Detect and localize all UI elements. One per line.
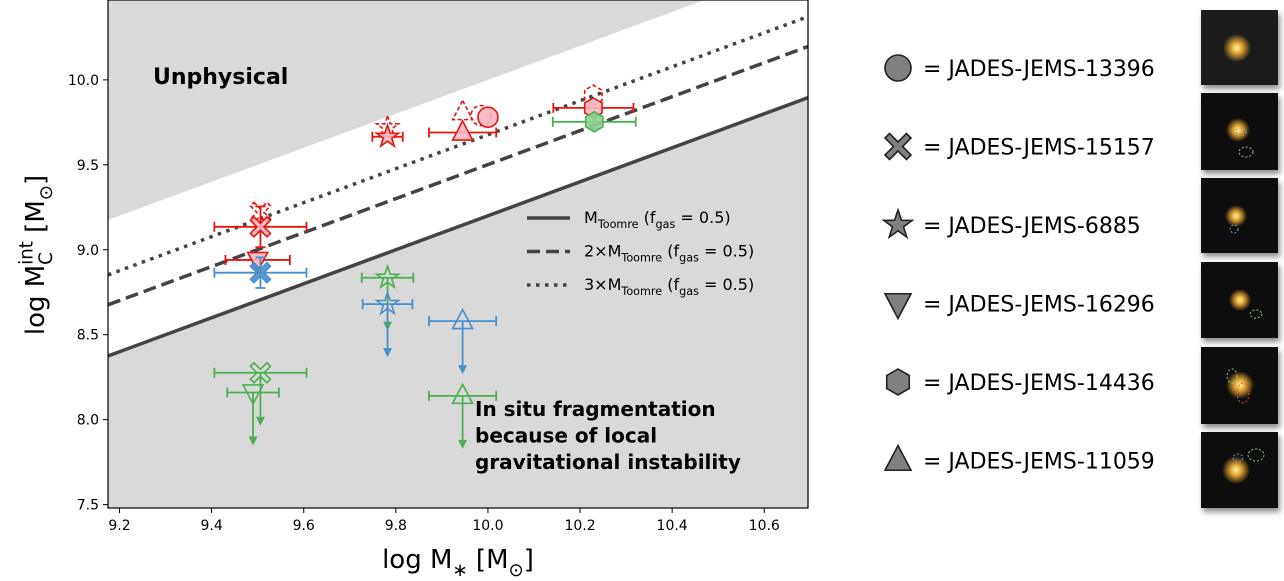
unphysical-label: Unphysical	[153, 65, 288, 90]
legend-marker	[883, 443, 913, 472]
legend-label: 3×MToomre (fgas = 0.5)	[584, 275, 754, 298]
x-tick-label: 10.6	[749, 518, 780, 534]
model-line	[108, 96, 808, 358]
x-axis-label-part: log M	[382, 545, 452, 575]
legend-label-part: (f	[639, 208, 656, 227]
upper-limit-head	[458, 365, 468, 375]
legend-label: = JADES-JEMS-13396	[923, 57, 1155, 82]
y-axis-label-part: [M	[21, 200, 51, 241]
data-point	[249, 261, 272, 284]
y-tick-label: 10.0	[68, 73, 99, 89]
data-point	[374, 263, 401, 290]
y-axis-label: log MCint [M⊙]	[16, 175, 57, 335]
data-point	[374, 122, 401, 149]
x-tick-label: 9.8	[385, 518, 407, 534]
legend-label-part: gas	[679, 285, 699, 298]
legend-label-part: Toomre	[620, 285, 662, 298]
legend-label-part: gas	[656, 218, 676, 231]
data-point	[584, 110, 604, 133]
y-tick-label: 9.0	[77, 243, 99, 259]
plot-area	[108, 0, 808, 508]
upper-limit-head	[248, 436, 258, 446]
y-axis-label-part: C	[36, 252, 57, 265]
legend-label-part: 2×M	[584, 242, 621, 261]
legend-label: = JADES-JEMS-14436	[923, 371, 1155, 396]
legend-label-part: (f	[662, 242, 679, 261]
x-tick-label: 10.4	[657, 518, 688, 534]
data-point	[249, 215, 272, 238]
x-tick-label: 9.2	[108, 518, 130, 534]
x-tick-label: 10.0	[472, 518, 503, 534]
x-tick-label: 10.2	[564, 518, 595, 534]
legend-label-part: Toomre	[620, 251, 662, 264]
legend-marker	[883, 292, 913, 321]
fragmentation-label: gravitational instability	[475, 450, 741, 474]
legend-label-part: = 0.5)	[675, 208, 730, 227]
legend-label-part: (f	[662, 275, 679, 294]
y-tick-label: 8.0	[77, 413, 99, 429]
data-point	[451, 119, 474, 141]
model-line	[108, 15, 808, 277]
y-tick-label: 8.5	[77, 328, 99, 344]
x-axis-label-part: ∗	[452, 560, 467, 581]
legend-label-part: = 0.5)	[699, 242, 754, 261]
fragmentation-label: because of local	[475, 424, 657, 448]
x-axis-label: log M∗ [M⊙]	[382, 545, 534, 581]
data-point	[451, 307, 474, 330]
x-tick-label: 9.6	[293, 518, 315, 534]
fragmentation-label: In situ fragmentation	[475, 397, 716, 421]
legend-label: MToomre (fgas = 0.5)	[584, 208, 731, 231]
data-points	[213, 84, 637, 449]
unphysical-region	[108, 0, 705, 221]
legend-marker	[881, 207, 915, 240]
data-point	[241, 384, 265, 406]
upper-limit-head	[458, 439, 468, 449]
legend-marker	[884, 54, 912, 82]
upper-limit-head	[383, 348, 393, 358]
x-tick-label: 9.4	[200, 518, 222, 534]
plot-frame	[107, 0, 809, 509]
y-tick-label: 9.5	[77, 158, 99, 174]
thumbnails	[1201, 10, 1278, 508]
y-axis-label-part: ⊙	[36, 185, 57, 200]
data-point	[451, 98, 474, 121]
legend-label: = JADES-JEMS-16296	[923, 293, 1155, 318]
x-axis-label-part: ⊙	[509, 560, 524, 581]
y-tick-label: 7.5	[77, 498, 99, 514]
legend-label-part: Toomre	[597, 218, 639, 231]
legend-label-part: M	[584, 208, 598, 227]
y-axis-label-part: int	[16, 241, 37, 265]
instability-region	[108, 97, 808, 508]
legend-marker	[885, 368, 911, 396]
data-point	[451, 382, 474, 405]
x-axis-label-part: [M	[468, 545, 509, 575]
legend-label-part: 3×M	[584, 275, 621, 294]
upper-limit-head	[255, 416, 265, 426]
data-point	[374, 290, 401, 316]
y-axis-label-part: log M	[21, 265, 51, 335]
data-point	[477, 106, 499, 129]
legend-label: = JADES-JEMS-15157	[923, 136, 1155, 161]
x-axis-label-part: ]	[524, 545, 534, 575]
legend-label: = JADES-JEMS-11059	[923, 450, 1155, 475]
data-point	[249, 361, 272, 384]
legend-label-part: = 0.5)	[699, 275, 754, 294]
legend-label: = JADES-JEMS-6885	[923, 214, 1141, 239]
y-axis-label-part: ]	[21, 175, 51, 185]
legend-label-part: gas	[679, 251, 699, 264]
legend-marker	[883, 132, 913, 161]
legend-label: 2×MToomre (fgas = 0.5)	[584, 242, 754, 265]
